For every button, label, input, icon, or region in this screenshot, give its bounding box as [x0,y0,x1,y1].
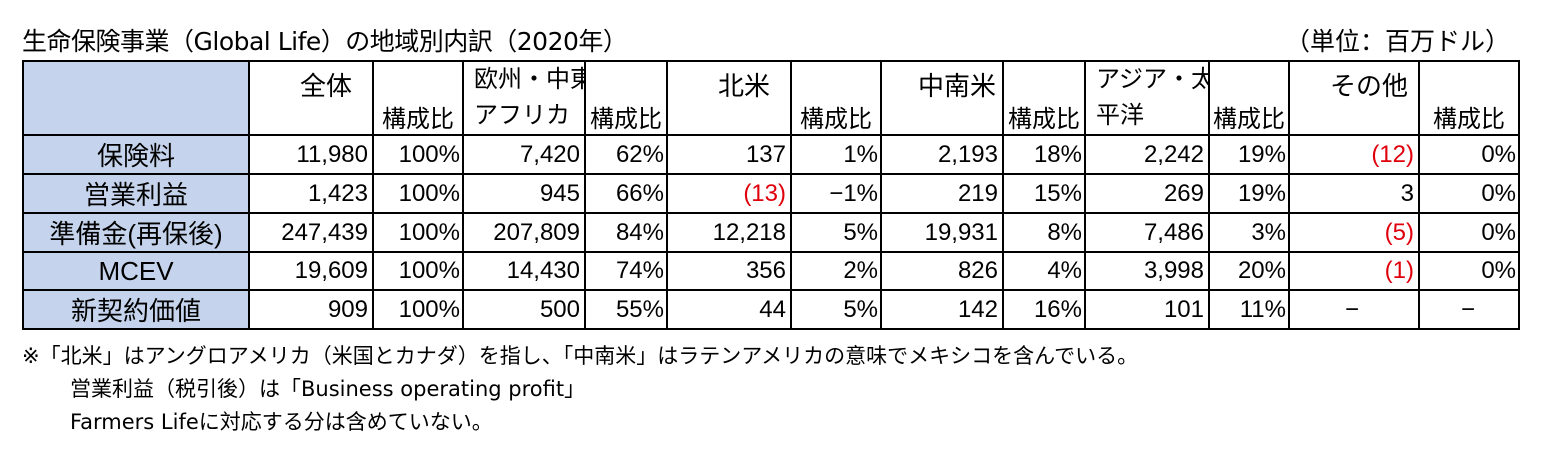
value-cell: 7,486 [1084,212,1210,253]
table-row: 準備金(再保後) 247,439 100% 207,809 84% 12,218 5% 19,… [22,212,1520,253]
share-cell: 16% [1002,289,1086,330]
share-cell: 100% [372,212,464,253]
row-label: 準備金(再保後) [22,212,250,253]
share-cell: 84% [584,212,668,253]
footnotes: ※「北米」はアングロアメリカ（米国とカナダ）を指し、「中南米」はラテンアメリカの… [22,340,1138,439]
value-cell: (12) [1288,134,1420,175]
value-cell: 500 [462,289,586,330]
share-cell: 18% [1002,134,1086,175]
share-cell: 66% [584,173,668,214]
value-cell: 12,218 [666,212,792,253]
value-cell: 19,609 [248,251,374,291]
header-sub-spacer [1209,60,1290,98]
value-cell: (5) [1288,212,1420,253]
share-cell: 74% [584,251,668,291]
table-row: 営業利益 1,423 100% 945 66% (13) −1% 219 15% 269 19% 3 0… [22,173,1520,214]
header-row-2: 構成比 構成比 構成比 構成比 構成比 構成比 [23,98,1520,136]
row-label: 新契約価値 [22,289,250,330]
share-cell: 8% [1002,212,1086,253]
value-cell: 19,931 [880,212,1004,253]
value-cell: 247,439 [248,212,374,253]
share-cell: 2% [790,251,882,291]
share-cell: 0% [1418,134,1520,175]
share-cell: 0% [1418,212,1520,253]
share-cell: 100% [372,134,464,175]
header-region-0: 全体 [248,60,374,136]
corner-cell [22,60,250,136]
header-sub-0: 構成比 [372,98,464,136]
share-cell: 1% [790,134,882,175]
share-cell: 4% [1002,251,1086,291]
table-row: 新契約価値 909 100% 500 55% 44 5% 142 16% 101 11% − − [22,289,1520,330]
share-cell: 100% [372,251,464,291]
header-region-1: 欧州・中東・ アフリカ [462,60,586,136]
value-cell: 3,998 [1084,251,1210,291]
header-sub-4: 構成比 [1208,98,1290,136]
value-cell: (13) [666,173,792,214]
value-cell: 1,423 [248,173,374,214]
value-cell: − [1288,289,1420,330]
share-cell: 0% [1418,251,1520,291]
value-cell: 11,980 [248,134,374,175]
header-sub-3: 構成比 [1002,98,1086,136]
value-cell: 142 [880,289,1004,330]
value-cell: 219 [880,173,1004,214]
value-cell: 101 [1084,289,1210,330]
header-sub-1: 構成比 [584,98,668,136]
header-region-4: アジア・太 平洋 [1084,60,1210,136]
value-cell: 2,193 [880,134,1004,175]
share-cell: − [1418,289,1520,330]
value-cell: 269 [1084,173,1210,214]
footnote: 営業利益（税引後）は「Business operating profit」 [70,377,586,401]
header-row-1: 全体 欧州・中東・ アフリカ 北米 中南米 アジア・太 平洋 その他 [22,60,1520,136]
value-cell: 207,809 [462,212,586,253]
share-cell: 15% [1002,173,1086,214]
row-label: 営業利益 [22,173,250,214]
value-cell: 3 [1288,173,1420,214]
share-cell: 3% [1208,212,1290,253]
share-cell: 62% [584,134,668,175]
value-cell: 137 [666,134,792,175]
header-sub-spacer [585,60,668,98]
value-cell: 356 [666,251,792,291]
footnote: ※「北米」はアングロアメリカ（米国とカナダ）を指し、「中南米」はラテンアメリカの… [22,344,1139,368]
header-sub-spacer [1003,60,1086,98]
table-row: MCEV 19,609 100% 14,430 74% 356 2% 826 4% 3,998 20… [22,251,1520,291]
value-cell: 2,242 [1084,134,1210,175]
header-sub-2: 構成比 [790,98,882,136]
footnote: Farmers Lifeに対応する分は含めていない。 [70,410,493,434]
share-cell: 19% [1208,173,1290,214]
value-cell: 14,430 [462,251,586,291]
table-row: 保険料 11,980 100% 7,420 62% 137 1% 2,193 18% 2,242 1… [22,134,1520,175]
share-cell: 5% [790,289,882,330]
share-cell: −1% [790,173,882,214]
unit-label: （単位：百万ドル） [1284,27,1510,56]
header-region-2: 北米 [666,60,792,136]
share-cell: 55% [584,289,668,330]
share-cell: 5% [790,212,882,253]
share-cell: 19% [1208,134,1290,175]
share-cell: 100% [372,173,464,214]
row-label: MCEV [22,251,250,291]
row-label: 保険料 [22,134,250,175]
table-title: 生命保険事業（Global Life）の地域別内訳（2020年） [22,27,628,56]
share-cell: 100% [372,289,464,330]
share-cell: 11% [1208,289,1290,330]
value-cell: 826 [880,251,1004,291]
value-cell: 909 [248,289,374,330]
header-sub-5: 構成比 [1418,98,1520,136]
value-cell: 44 [666,289,792,330]
value-cell: (1) [1288,251,1420,291]
header-sub-spacer [373,60,464,98]
value-cell: 7,420 [462,134,586,175]
header-sub-spacer [791,60,882,98]
header-sub-spacer [1419,60,1520,98]
header-region-5: その他 [1288,60,1420,136]
share-cell: 0% [1418,173,1520,214]
header-region-3: 中南米 [880,60,1004,136]
share-cell: 20% [1208,251,1290,291]
value-cell: 945 [462,173,586,214]
